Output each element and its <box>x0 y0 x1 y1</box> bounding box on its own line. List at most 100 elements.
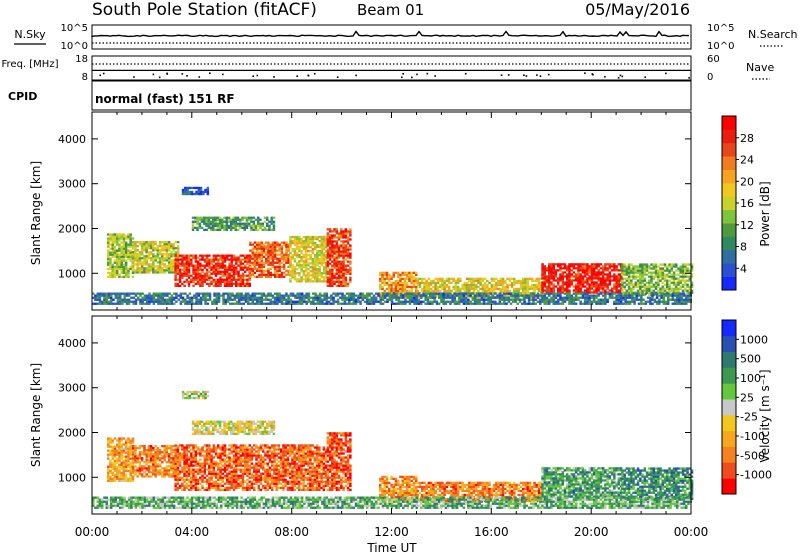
data-cell <box>457 290 460 292</box>
data-cell <box>458 295 461 297</box>
data-cell <box>520 280 523 282</box>
data-cell <box>621 284 624 286</box>
data-cell <box>573 267 576 269</box>
data-cell <box>485 303 488 305</box>
data-cell <box>571 273 574 275</box>
data-cell <box>677 274 680 276</box>
data-cell <box>464 290 467 292</box>
data-cell <box>230 227 233 229</box>
data-cell <box>626 272 629 274</box>
data-cell <box>265 299 268 301</box>
data-cell <box>312 299 315 301</box>
data-cell <box>132 241 135 243</box>
data-cell <box>638 295 641 297</box>
data-cell <box>344 299 347 301</box>
data-cell <box>170 253 173 255</box>
data-cell <box>253 225 256 227</box>
data-cell <box>331 240 334 242</box>
data-cell <box>168 257 171 259</box>
data-cell <box>646 282 649 284</box>
data-cell <box>331 246 334 248</box>
data-cell <box>208 267 211 269</box>
data-cell <box>539 303 542 305</box>
data-cell <box>213 293 216 295</box>
data-cell <box>582 267 585 269</box>
data-cell <box>464 288 467 290</box>
data-cell <box>668 265 671 267</box>
data-cell <box>683 303 686 305</box>
data-cell <box>237 229 240 231</box>
data-cell <box>318 240 321 242</box>
data-cell <box>215 281 218 283</box>
data-cell <box>678 293 681 295</box>
data-cell <box>186 281 189 283</box>
data-cell <box>190 263 193 265</box>
data-cell <box>228 227 231 229</box>
data-cell <box>597 289 600 291</box>
data-cell <box>550 263 553 265</box>
data-cell <box>393 295 396 297</box>
data-cell <box>463 303 466 305</box>
data-cell <box>152 249 155 251</box>
data-cell <box>228 259 231 261</box>
data-cell <box>628 263 631 265</box>
data-cell <box>258 303 261 305</box>
data-cell <box>121 254 124 256</box>
data-cell <box>684 267 687 269</box>
data-cell <box>292 303 295 305</box>
data-cell <box>345 252 348 254</box>
data-cell <box>114 274 117 276</box>
data-cell <box>213 273 216 275</box>
data-cell <box>321 272 324 274</box>
data-cell <box>571 263 574 265</box>
data-cell <box>553 303 556 305</box>
data-cell <box>125 468 128 470</box>
data-cell <box>258 258 261 260</box>
data-cell <box>595 281 598 283</box>
data-cell <box>566 297 569 299</box>
data-cell <box>476 293 479 295</box>
data-cell <box>226 281 229 283</box>
data-cell <box>327 234 330 236</box>
data-cell <box>119 303 122 305</box>
data-cell <box>633 297 636 299</box>
data-cell <box>118 250 121 252</box>
data-cell <box>597 275 600 277</box>
data-cell <box>127 233 130 235</box>
data-cell <box>166 251 169 253</box>
data-cell <box>218 297 221 299</box>
data-cell <box>242 269 245 271</box>
data-cell <box>488 290 491 292</box>
data-cell <box>130 301 133 303</box>
data-cell <box>332 303 335 305</box>
data-cell <box>323 272 326 274</box>
data-cell <box>152 271 155 273</box>
data-cell <box>195 279 198 281</box>
data-cell <box>441 280 444 282</box>
data-cell <box>316 280 319 282</box>
data-cell <box>305 276 308 278</box>
data-cell <box>285 248 288 250</box>
data-cell <box>127 258 130 260</box>
data-cell <box>579 265 582 267</box>
data-cell <box>305 240 308 242</box>
data-cell <box>459 290 462 292</box>
data-cell <box>427 297 430 299</box>
data-cell <box>207 293 210 295</box>
data-cell <box>486 290 489 292</box>
data-cell <box>291 248 294 250</box>
data-cell <box>182 193 185 195</box>
data-cell <box>487 299 490 301</box>
data-cell <box>168 253 171 255</box>
data-cell <box>323 258 326 260</box>
data-cell <box>219 227 222 229</box>
data-cell <box>656 303 659 305</box>
data-cell <box>132 253 135 255</box>
data-cell <box>224 285 227 287</box>
data-cell <box>454 297 457 299</box>
data-cell <box>294 260 297 262</box>
data-cell <box>676 295 679 297</box>
data-cell <box>591 281 594 283</box>
data-cell <box>597 273 600 275</box>
data-cell <box>249 279 252 281</box>
